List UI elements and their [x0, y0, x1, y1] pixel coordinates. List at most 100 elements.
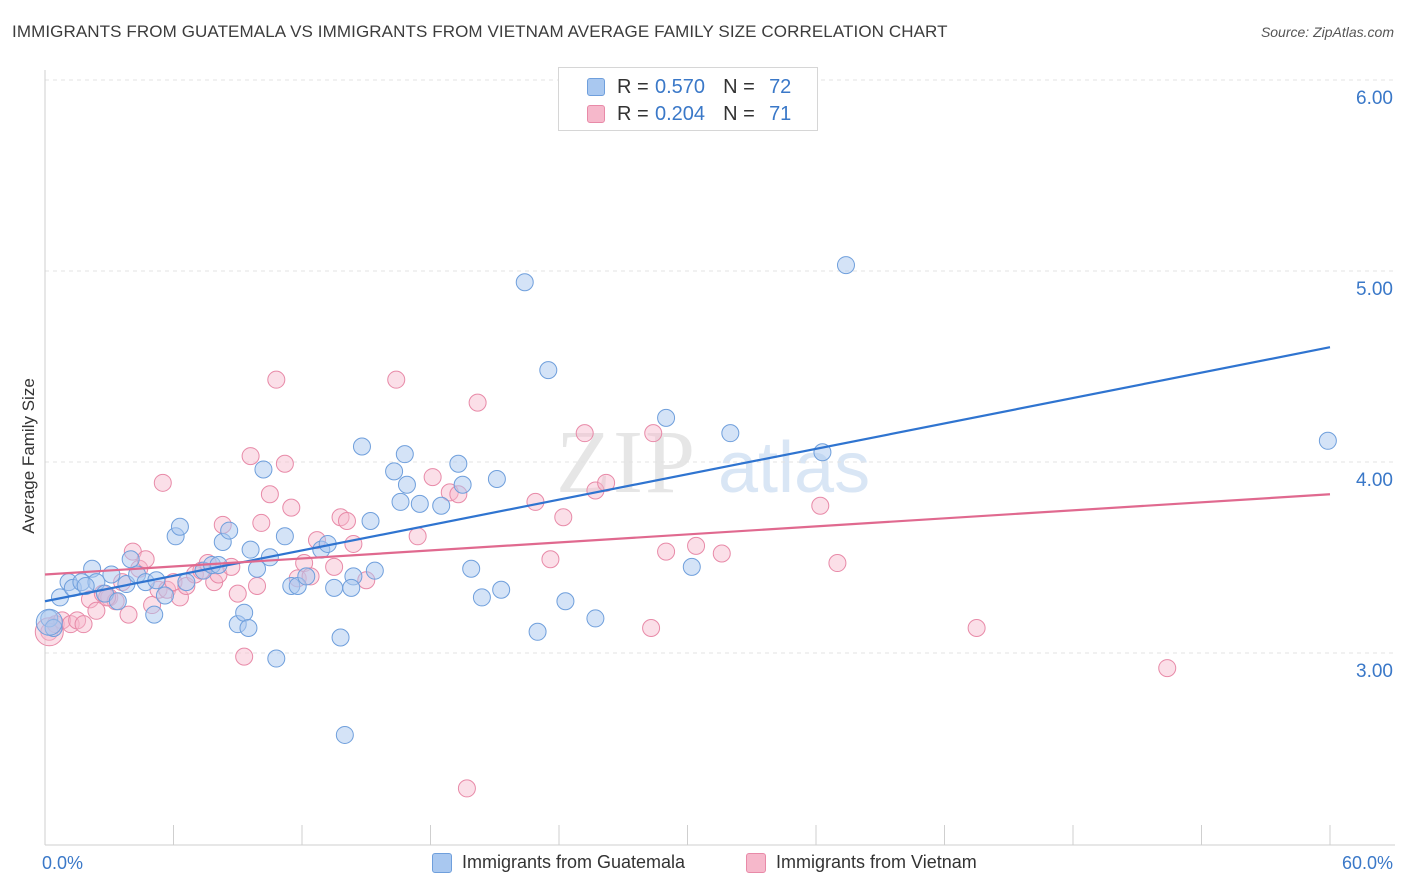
- legend-r-label: R =: [617, 75, 649, 98]
- legend-swatch-vietnam: [587, 105, 605, 123]
- legend-row-vietnam: R = 0.204 N = 71: [587, 101, 791, 127]
- data-point-guatemala: [267, 649, 286, 668]
- data-point-vietnam: [644, 424, 663, 443]
- data-point-guatemala: [342, 578, 361, 597]
- watermark-atlas: atlas: [718, 428, 870, 508]
- data-point-vietnam: [811, 496, 830, 515]
- data-point-guatemala: [556, 592, 575, 611]
- data-point-guatemala: [352, 437, 371, 456]
- data-point-guatemala: [102, 565, 121, 584]
- legend-n-value: 71: [769, 102, 792, 125]
- data-point-guatemala: [539, 361, 558, 380]
- data-point-guatemala: [391, 492, 410, 511]
- data-point-guatemala: [235, 603, 254, 622]
- legend-n-value: 72: [769, 75, 792, 98]
- legend-r-value: 0.570: [655, 75, 706, 98]
- data-point-guatemala: [155, 586, 174, 605]
- data-point-guatemala: [361, 512, 380, 531]
- data-point-vietnam: [252, 513, 271, 532]
- data-point-guatemala: [275, 527, 294, 546]
- legend-swatch-guatemala: [587, 78, 605, 96]
- data-point-guatemala: [108, 592, 127, 611]
- data-point-guatemala: [836, 256, 855, 275]
- data-point-guatemala: [385, 462, 404, 481]
- x-tick-label: 0.0%: [42, 853, 83, 873]
- series-legend-swatch-vietnam: [746, 852, 766, 873]
- data-point-vietnam: [235, 647, 254, 666]
- data-point-guatemala: [462, 559, 481, 578]
- legend-n-label: N =: [723, 75, 755, 98]
- data-point-guatemala: [682, 557, 701, 576]
- series-legend: Immigrants from Guatemala Immigrants fro…: [0, 852, 1406, 876]
- data-point-vietnam: [967, 618, 986, 637]
- y-tick-labels: 3.00 4.00 5.00 6.00: [1356, 88, 1393, 682]
- data-point-guatemala: [487, 470, 506, 488]
- data-point-vietnam: [74, 615, 93, 634]
- y-tick-label: 3.00: [1356, 661, 1393, 682]
- correlation-legend: R = 0.570 N = 72 R = 0.204 N = 71: [558, 67, 818, 131]
- data-point-vietnam: [554, 508, 573, 527]
- data-point-vietnam: [248, 576, 267, 595]
- data-point-vietnam: [260, 485, 279, 504]
- data-point-guatemala: [515, 273, 534, 292]
- axes: [44, 70, 1395, 846]
- data-point-vietnam: [337, 512, 356, 531]
- legend-r-value: 0.204: [655, 102, 706, 125]
- data-point-guatemala: [528, 622, 547, 641]
- data-point-guatemala: [449, 454, 468, 473]
- data-point-vietnam: [468, 393, 487, 412]
- data-point-vietnam: [267, 370, 286, 389]
- data-point-vietnam: [687, 536, 706, 555]
- source-credit: Source: ZipAtlas.com: [1260, 24, 1394, 40]
- trend-line-guatemala: [44, 346, 1331, 603]
- chart-title: IMMIGRANTS FROM GUATEMALA VS IMMIGRANTS …: [12, 22, 948, 41]
- y-tick-label: 6.00: [1356, 88, 1393, 109]
- x-tick-label: 60.0%: [1342, 853, 1393, 873]
- data-point-guatemala: [177, 573, 196, 592]
- y-tick-label: 5.00: [1356, 279, 1393, 300]
- data-point-vietnam: [423, 468, 442, 487]
- grid-lines: [45, 79, 1395, 654]
- data-point-guatemala: [365, 561, 384, 580]
- data-point-guatemala: [121, 550, 140, 569]
- data-point-vietnam: [457, 779, 476, 798]
- data-point-guatemala: [1318, 431, 1337, 450]
- data-point-vietnam: [642, 618, 661, 637]
- y-tick-label: 4.00: [1356, 470, 1393, 491]
- data-point-guatemala: [657, 408, 676, 427]
- data-point-guatemala: [397, 475, 416, 494]
- data-point-guatemala: [145, 605, 164, 624]
- x-tick-labels: 0.0% 60.0%: [42, 853, 1393, 873]
- series-legend-label: Immigrants from Guatemala: [462, 852, 686, 872]
- data-point-vietnam: [408, 527, 427, 546]
- data-point-vietnam: [575, 424, 594, 443]
- data-point-guatemala: [453, 475, 472, 494]
- data-point-guatemala: [220, 521, 239, 540]
- data-point-guatemala: [586, 609, 605, 628]
- legend-r-label: R =: [617, 102, 649, 125]
- data-point-vietnam: [1158, 659, 1177, 678]
- data-point-guatemala: [395, 445, 414, 464]
- series-legend-label: Immigrants from Vietnam: [776, 852, 977, 872]
- data-point-guatemala: [492, 580, 511, 599]
- data-point-vietnam: [119, 605, 138, 624]
- data-point-vietnam: [87, 601, 106, 620]
- data-point-guatemala: [721, 424, 740, 443]
- trend-line-vietnam: [44, 493, 1331, 576]
- data-point-guatemala: [241, 540, 260, 559]
- data-point-vietnam: [712, 544, 731, 563]
- data-point-guatemala: [170, 517, 189, 536]
- series-legend-swatch-guatemala: [432, 852, 452, 873]
- data-point-guatemala: [254, 460, 273, 479]
- data-point-vietnam: [657, 542, 676, 561]
- data-point-guatemala: [331, 628, 350, 647]
- data-point-guatemala: [297, 567, 316, 586]
- series-legend-guatemala: Immigrants from Guatemala: [432, 852, 685, 873]
- y-axis-label: Average Family Size: [19, 378, 38, 534]
- data-point-vietnam: [828, 554, 847, 573]
- data-point-vietnam: [153, 473, 172, 492]
- trend-lines: [44, 346, 1331, 603]
- data-point-guatemala: [432, 496, 451, 515]
- data-point-vietnam: [526, 492, 545, 511]
